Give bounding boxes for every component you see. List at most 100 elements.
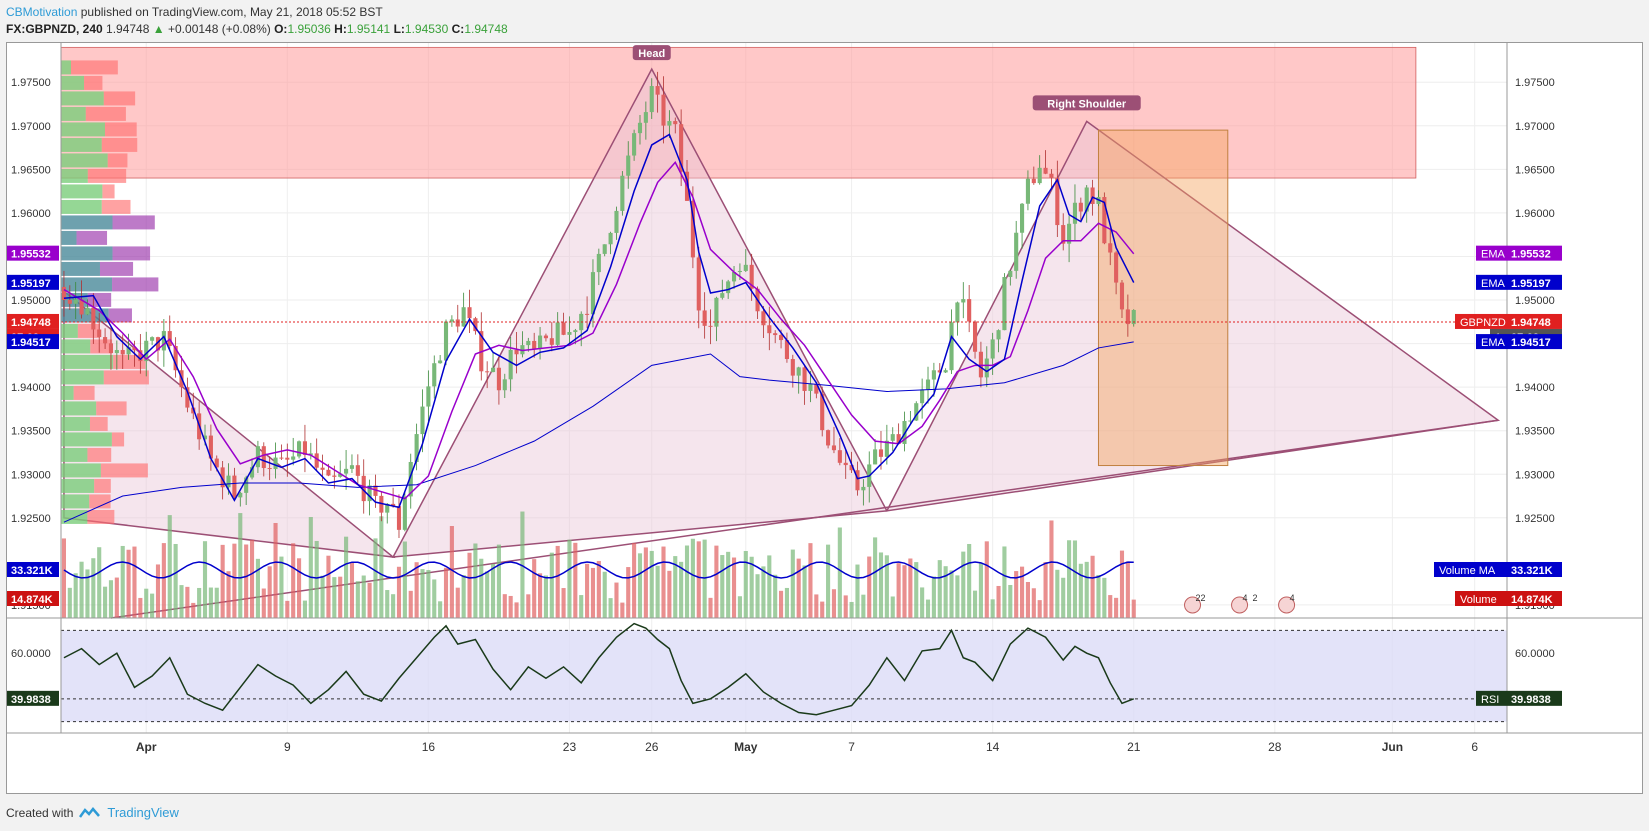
- candle: [473, 318, 478, 332]
- volume-bar: [226, 571, 231, 618]
- candle: [208, 435, 213, 459]
- profile-bar: [85, 106, 126, 121]
- left-label-text: 1.94517: [11, 337, 51, 349]
- author-link[interactable]: CBMotivation: [6, 5, 78, 19]
- profile-bar: [89, 416, 108, 431]
- candle: [555, 322, 560, 345]
- left-price-label: 1.94748: [7, 313, 59, 329]
- volume-bar: [473, 543, 478, 618]
- profile-bar: [61, 277, 113, 292]
- left-label-text: 33.321K: [11, 565, 53, 577]
- price-tick: 1.96500: [1515, 164, 1555, 176]
- rsi-tick-left: 60.0000: [11, 648, 51, 660]
- candle: [596, 253, 601, 273]
- event-count: 4: [1243, 593, 1248, 603]
- volume-bar: [1014, 571, 1019, 618]
- candle: [720, 293, 725, 298]
- left-price-label: 14.874K: [7, 591, 59, 606]
- close-label: C:: [451, 22, 465, 36]
- profile-bar: [61, 60, 72, 75]
- right-price-label: EMA 1.94517: [1476, 334, 1562, 350]
- tradingview-link[interactable]: TradingView: [107, 805, 179, 820]
- right-shoulder-annotation: Right Shoulder: [1032, 95, 1141, 111]
- candle: [238, 492, 243, 498]
- candle: [573, 330, 578, 333]
- candle: [302, 441, 307, 455]
- profile-bar: [61, 354, 114, 369]
- left-label-text: 1.95197: [11, 278, 51, 290]
- candle: [626, 155, 631, 176]
- right-value-bg: [1507, 562, 1562, 577]
- candle: [161, 331, 166, 351]
- price-tick: 1.96000: [1515, 208, 1555, 220]
- candle: [773, 333, 778, 336]
- right-price-label: RSI 39.9838: [1476, 690, 1562, 706]
- profile-bar: [100, 463, 148, 478]
- volume-bar: [332, 577, 337, 618]
- candle: [1090, 187, 1095, 204]
- candle: [79, 299, 84, 315]
- profile-bar: [111, 432, 125, 447]
- published-text: published on TradingView.com, May 21, 20…: [80, 5, 383, 19]
- price-tick: 1.92500: [1515, 513, 1555, 525]
- volume-bar: [267, 566, 272, 618]
- volume-bar: [649, 550, 654, 618]
- profile-bar: [61, 494, 90, 509]
- volume-bar: [920, 587, 925, 618]
- last-price: 1.94748: [106, 22, 150, 36]
- volume-bar: [508, 595, 513, 618]
- profile-bar: [61, 323, 78, 338]
- volume-bar: [873, 537, 878, 618]
- candle: [1014, 232, 1019, 271]
- volume-bar: [561, 588, 566, 618]
- candle: [690, 200, 695, 258]
- volume-bar: [355, 581, 360, 618]
- volume-bar: [1055, 569, 1060, 618]
- volume-bar: [61, 538, 66, 618]
- volume-bar: [767, 555, 772, 618]
- candle: [655, 86, 660, 95]
- volume-bar: [249, 540, 255, 618]
- left-price-label: 1.95197: [7, 274, 59, 290]
- candle: [561, 322, 566, 335]
- event-count: 4: [1290, 593, 1295, 603]
- volume-bar: [414, 562, 419, 618]
- volume-bar: [1031, 588, 1036, 618]
- volume-bar: [349, 562, 355, 618]
- left-label-bg: [7, 274, 59, 290]
- volume-bar: [737, 596, 742, 618]
- profile-bar: [107, 153, 128, 168]
- candle: [502, 379, 507, 391]
- candle: [144, 340, 149, 362]
- volume-bar: [808, 543, 813, 618]
- candle: [1131, 309, 1136, 325]
- volume-bar: [150, 593, 155, 618]
- high-value: 1.95141: [346, 22, 391, 36]
- right-value-text: 33.321K: [1511, 565, 1553, 577]
- profile-bar: [61, 463, 101, 478]
- candle: [173, 345, 178, 371]
- right-price-label: EMA 1.95532: [1476, 245, 1562, 261]
- candle: [326, 469, 331, 476]
- volume-bar: [632, 542, 637, 618]
- volume-bar: [438, 601, 443, 618]
- candle: [438, 360, 443, 364]
- volume-bar: [467, 552, 472, 618]
- volume-bar: [144, 588, 149, 618]
- time-tick: 9: [284, 740, 291, 754]
- candle: [114, 350, 119, 354]
- volume-bar: [73, 573, 78, 618]
- volume-bar: [344, 536, 349, 618]
- candle: [802, 367, 807, 391]
- chart-frame[interactable]: Head Right Shoulder 22 4 2 4 1.97500 1.97500 1.9…: [6, 42, 1643, 794]
- left-label-bg: [7, 591, 59, 606]
- price-tick-left: 1.93500: [11, 426, 51, 438]
- right-price-label: GBPNZD 1.94748: [1455, 313, 1562, 329]
- candle: [714, 297, 719, 327]
- candle: [108, 343, 114, 354]
- candle: [1008, 270, 1013, 277]
- profile-bar: [61, 370, 104, 385]
- volume-bar: [667, 570, 672, 618]
- volume-bar: [167, 515, 172, 618]
